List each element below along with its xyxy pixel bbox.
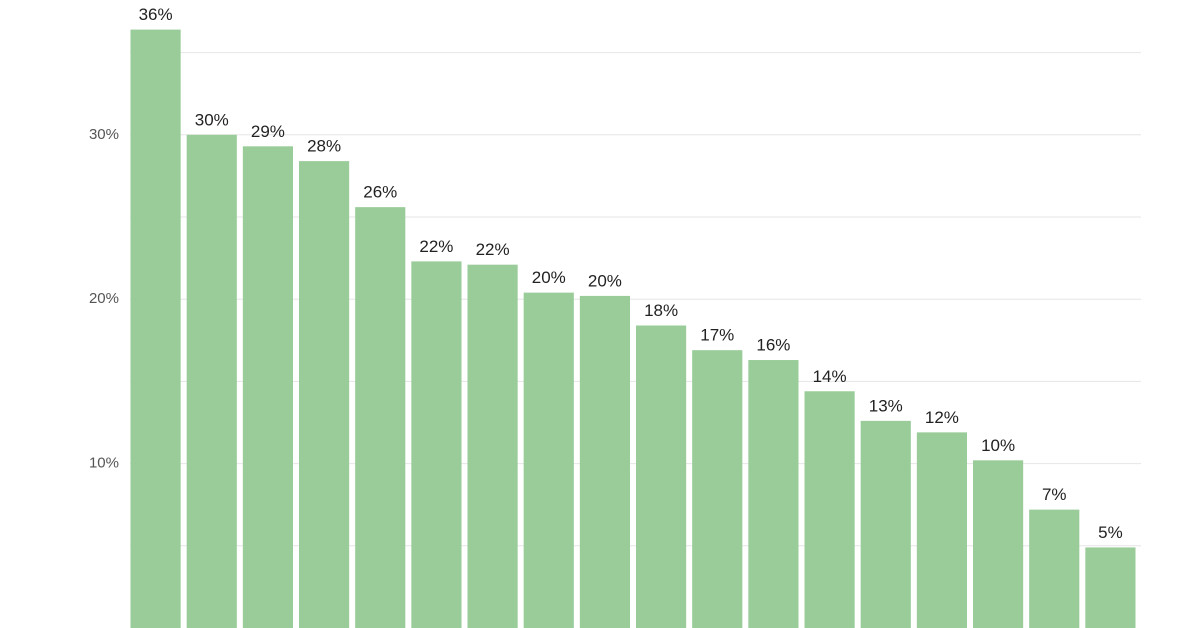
value-label: 16% [756,336,790,355]
value-label: 36% [139,5,173,24]
bar [1029,509,1080,628]
bar [523,292,574,628]
bar [242,146,293,628]
bar [860,420,911,628]
bar [748,360,799,628]
bar [299,161,350,628]
bar [916,432,967,628]
bar [1085,547,1136,628]
y-tick-label: 10% [89,455,119,472]
value-label: 29% [251,122,285,141]
bar [692,350,743,628]
value-label: 17% [700,326,734,345]
value-label: 22% [476,240,510,259]
value-label: 13% [869,396,903,415]
bar [804,391,855,628]
value-label: 14% [813,367,847,386]
value-label: 30% [195,110,229,129]
value-label: 12% [925,408,959,427]
bar [467,264,518,628]
y-tick-label: 20% [89,290,119,307]
bar [636,325,687,628]
bar [355,207,406,628]
bar [579,295,630,628]
bar [973,460,1024,628]
bar [411,261,462,628]
value-label: 22% [419,237,453,256]
value-label: 5% [1098,523,1123,542]
value-label: 28% [307,137,341,156]
value-label: 18% [644,301,678,320]
bar [130,29,181,628]
value-label: 10% [981,436,1015,455]
bar [186,134,237,628]
value-label: 20% [532,268,566,287]
y-tick-label: 30% [89,126,119,143]
value-label: 20% [588,271,622,290]
value-label: 7% [1042,485,1067,504]
value-label: 26% [363,183,397,202]
